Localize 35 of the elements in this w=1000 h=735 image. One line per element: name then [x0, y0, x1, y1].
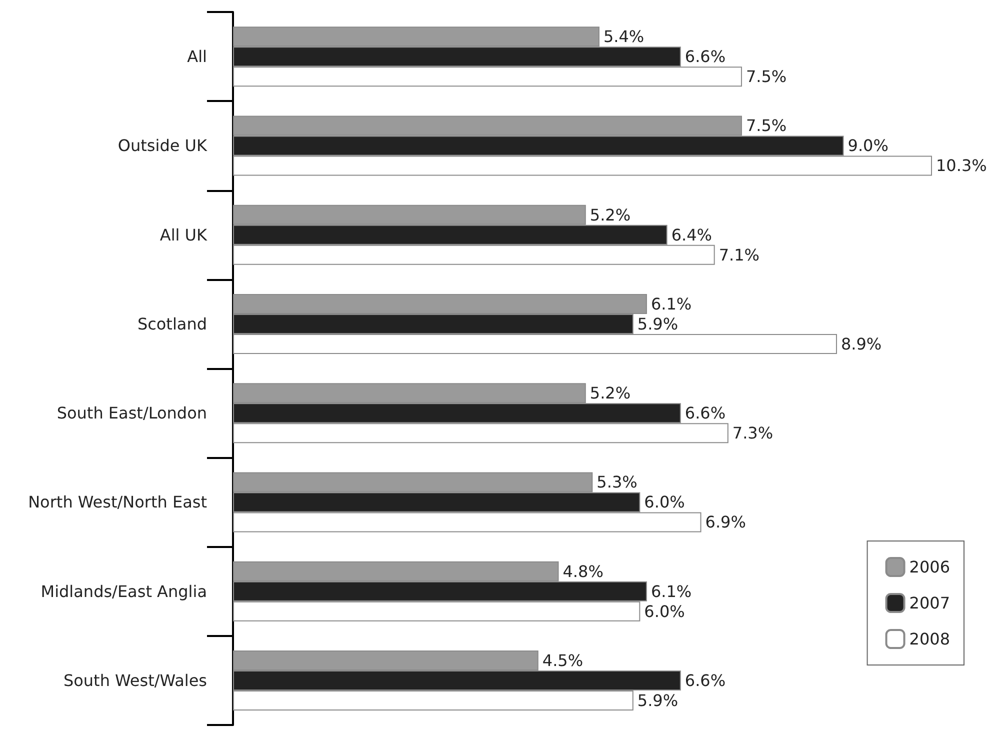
data-label: 5.2% — [590, 205, 631, 224]
y-tick-label: South West/Wales — [63, 670, 207, 690]
y-tick-label: Scotland — [137, 314, 207, 334]
legend-label: 2006 — [909, 558, 950, 576]
data-label: 6.6% — [684, 404, 726, 423]
y-tick-label: All UK — [160, 225, 208, 244]
y-tick-label: South East/London — [56, 404, 207, 423]
data-label: 6.0% — [644, 492, 685, 512]
data-label: 5.9% — [637, 314, 678, 334]
y-tick-label: North West/North East — [28, 492, 207, 512]
data-label: 10.3% — [936, 156, 987, 176]
data-label: 4.8% — [562, 562, 604, 581]
data-label: 6.9% — [705, 512, 746, 532]
legend-label: 2007 — [909, 594, 950, 612]
data-label: 5.4% — [603, 27, 644, 46]
data-label: 6.1% — [650, 582, 692, 601]
data-label: 5.9% — [637, 690, 678, 710]
data-label: 6.1% — [650, 294, 692, 314]
data-label: 9.0% — [848, 136, 888, 156]
data-label: 4.5% — [542, 650, 584, 670]
data-label: 6.0% — [644, 602, 685, 621]
data-label: 6.6% — [684, 670, 726, 690]
data-label: 6.6% — [684, 47, 726, 66]
data-label: 5.3% — [596, 472, 638, 492]
data-label: 7.3% — [732, 424, 774, 443]
legend-label: 2008 — [909, 630, 950, 648]
y-tick-label: All — [187, 47, 207, 66]
y-tick-label: Outside UK — [118, 136, 208, 156]
data-label: 8.9% — [840, 334, 882, 354]
data-label: 5.2% — [590, 384, 631, 403]
y-tick-label: Midlands/East Anglia — [40, 582, 207, 601]
data-label: 7.1% — [718, 245, 760, 264]
data-label: 6.4% — [671, 225, 712, 244]
data-label: 7.5% — [746, 116, 787, 136]
data-label: 7.5% — [746, 67, 787, 86]
